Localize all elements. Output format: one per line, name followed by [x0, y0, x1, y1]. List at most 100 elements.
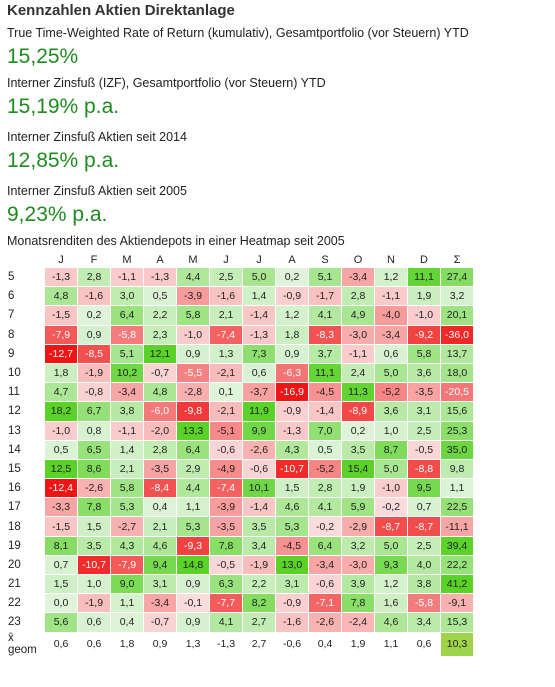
heatmap-row-header: x̄ geom — [7, 632, 45, 657]
heatmap-cell: -20,5 — [440, 382, 474, 403]
heatmap-row-header: 20 — [7, 555, 45, 575]
heatmap-cell: -4,5 — [308, 382, 342, 403]
heatmap-cell: -1,3 — [242, 324, 276, 345]
heatmap-cell: -0,6 — [308, 573, 342, 595]
heatmap-cell: -2,9 — [341, 516, 375, 537]
heatmap-cell: 2,5 — [209, 266, 243, 288]
heatmap-cell: 0,8 — [77, 420, 111, 441]
heatmap-column-header: A — [156, 254, 164, 266]
heatmap-cell: -1,4 — [242, 305, 276, 326]
heatmap-cell: -9,8 — [176, 401, 210, 422]
heatmap-cell: 2,5 — [407, 535, 441, 556]
heatmap-cell: -12,7 — [44, 343, 78, 364]
heatmap-cell: 0,6 — [77, 612, 111, 633]
heatmap-cell: 9,0 — [110, 573, 144, 595]
heatmap-cell: 2,8 — [143, 439, 177, 460]
heatmap-cell: 5,9 — [341, 497, 375, 518]
heatmap-cell: 0,6 — [77, 631, 111, 657]
heatmap-cell: 10,1 — [242, 478, 276, 499]
heatmap-cell: -7,7 — [209, 593, 243, 614]
heatmap-cell: 1,9 — [341, 478, 375, 499]
heatmap-cell: 4,6 — [275, 497, 309, 518]
heatmap-cell: 4,4 — [176, 478, 210, 499]
heatmap-cell: -1,9 — [77, 593, 111, 614]
heatmap-cell: 4,7 — [44, 382, 78, 403]
metric-izf-2014: Interner Zinsfuß Aktien seit 2014 12,85%… — [7, 129, 555, 183]
heatmap-cell: -5,8 — [407, 593, 441, 614]
heatmap-cell: 5,0 — [374, 535, 408, 556]
heatmap-cell: -9,1 — [440, 593, 474, 614]
heatmap-row: 13 -1,0 0,8 -1,1 -2,0 13,3 -5,1 9,9 -1,3 7,0 0,2 1,… — [7, 420, 474, 441]
heatmap-cell: 2,7 — [242, 631, 276, 657]
heatmap-cell: 4,0 — [407, 554, 441, 576]
heatmap-cell: -3,7 — [242, 382, 276, 403]
heatmap-cell: 12,5 — [44, 458, 78, 480]
heatmap-row-header: 12 — [7, 401, 45, 421]
heatmap-row: 12 18,2 6,7 3,8 -6,0 -9,8 -2,1 11,9 -0,9 -1,4 -8,9… — [7, 401, 474, 422]
heatmap-row: x̄ geom 0,6 0,6 1,8 0,9 1,3 -1,3 2,7 -0,6 0,4 1,9 1… — [7, 631, 474, 657]
heatmap-row-header: 18 — [7, 516, 45, 537]
heatmap-cell: -1,4 — [242, 497, 276, 518]
heatmap-cell: -3,4 — [374, 324, 408, 345]
heatmap-cell: 8,1 — [44, 535, 78, 556]
heatmap-row: 18 -1,5 1,5 -2,7 2,1 5,3 -3,5 3,5 5,3 -0,2 -2,9 -8,… — [7, 516, 474, 537]
metric-label: Interner Zinsfuß (IZF), Gesamtportfolio … — [7, 76, 326, 90]
heatmap-cell: -3,9 — [209, 497, 243, 518]
heatmap-cell: 3,0 — [110, 286, 144, 307]
heatmap-cell: -5,5 — [176, 362, 210, 384]
heatmap-cell: -2,1 — [209, 362, 243, 384]
heatmap-column-header: Σ — [453, 254, 461, 266]
heatmap-cell: 20,1 — [440, 305, 474, 326]
heatmap-cell: 0,2 — [275, 266, 309, 288]
heatmap-cell: 7,8 — [77, 497, 111, 518]
metric-twr: True Time-Weighted Rate of Return (kumul… — [7, 25, 555, 75]
heatmap-cell: 6,4 — [176, 439, 210, 460]
heatmap-cell: -2,7 — [110, 516, 144, 537]
heatmap-cell: 0,6 — [407, 631, 441, 657]
heatmap-cell: -8,4 — [143, 478, 177, 499]
heatmap-cell: 0,4 — [143, 497, 177, 518]
heatmap-cell: -2,6 — [242, 439, 276, 460]
heatmap-cell: 5,0 — [242, 266, 276, 288]
heatmap-cell: -1,3 — [44, 266, 78, 288]
heatmap-cell: -2,6 — [308, 612, 342, 633]
heatmap-row-header: 19 — [7, 536, 45, 556]
heatmap-row: 10 1,8 -1,9 10,2 -0,7 -5,5 -2,1 0,6 -6,3 11,1 2,4 5… — [7, 362, 474, 384]
heatmap-cell: -3,5 — [209, 516, 243, 537]
heatmap-cell: 18,2 — [44, 401, 78, 422]
heatmap-cell: 7,0 — [308, 420, 342, 441]
heatmap-cell: -0,6 — [209, 439, 243, 460]
heatmap-cell: -1,3 — [275, 420, 309, 441]
heatmap-cell: -3,4 — [308, 554, 342, 576]
heatmap-cell: 8,6 — [77, 458, 111, 480]
heatmap-cell: 9,3 — [374, 554, 408, 576]
heatmap-cell: 3,8 — [110, 401, 144, 422]
heatmap-cell: 0,4 — [110, 612, 144, 633]
heatmap-cell: -1,1 — [341, 343, 375, 364]
heatmap-cell: 5,1 — [308, 266, 342, 288]
heatmap-cell: -1,3 — [143, 266, 177, 288]
heatmap-cell: 1,1 — [176, 497, 210, 518]
heatmap-cell: 15,3 — [440, 612, 474, 633]
heatmap-row-header: 13 — [7, 421, 45, 441]
heatmap-row-header: 11 — [7, 382, 45, 402]
heatmap-cell: -8,9 — [341, 401, 375, 422]
heatmap-cell: 9,8 — [440, 458, 474, 480]
heatmap-column-header: N — [387, 254, 395, 266]
heatmap-cell: 0,5 — [143, 286, 177, 307]
heatmap-cell: 3,1 — [407, 401, 441, 422]
heatmap-cell: -6,0 — [143, 401, 177, 422]
heatmap-cell: 6,3 — [209, 573, 243, 595]
heatmap-cell: 2,8 — [308, 478, 342, 499]
heatmap-cell: -8,5 — [77, 343, 111, 364]
heatmap-cell: -3,4 — [341, 266, 375, 288]
heatmap-row: 9 -12,7 -8,5 5,1 12,1 0,9 1,3 7,3 0,9 3,7 -1,1 0,6 5… — [7, 343, 474, 364]
heatmap-row: 21 1,5 1,0 9,0 3,1 0,9 6,3 2,2 3,1 -0,6 3,9 1,2 3,8 4… — [7, 573, 474, 595]
heatmap-cell: -1,9 — [77, 362, 111, 384]
heatmap-row: 15 12,5 8,6 2,1 -3,5 2,9 -4,9 -0,6 -10,7 -5,2 15,4… — [7, 458, 474, 480]
heatmap-cell: -7,4 — [209, 324, 243, 345]
metric-izf-ytd: Interner Zinsfuß (IZF), Gesamtportfolio … — [7, 75, 555, 129]
heatmap-cell: 1,2 — [374, 573, 408, 595]
heatmap-cell: -1,6 — [275, 612, 309, 633]
